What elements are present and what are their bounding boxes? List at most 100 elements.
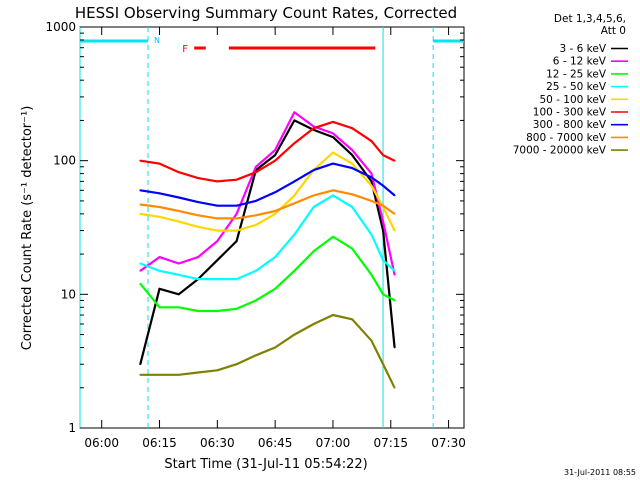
data-point <box>312 206 315 208</box>
data-point <box>393 346 396 349</box>
data-point <box>197 256 199 258</box>
data-point <box>393 212 396 215</box>
night-marker-label: N <box>154 36 160 45</box>
data-point <box>139 262 142 265</box>
data-point <box>254 354 257 357</box>
data-point <box>216 310 219 312</box>
data-point <box>312 323 315 325</box>
data-point <box>216 229 219 232</box>
data-point <box>393 194 396 197</box>
data-point <box>235 212 238 215</box>
data-point <box>370 180 373 183</box>
data-point <box>139 189 142 192</box>
data-point <box>177 210 180 212</box>
data-point <box>139 159 142 162</box>
x-tick-label: 07:15 <box>373 436 408 450</box>
legend-item-label: 3 - 6 keV <box>559 43 606 55</box>
plot-border <box>79 26 465 429</box>
data-point <box>216 217 219 220</box>
data-point <box>274 191 277 194</box>
data-point <box>393 159 396 162</box>
data-point <box>177 262 180 265</box>
data-point <box>393 386 396 389</box>
data-point <box>332 189 334 192</box>
data-point <box>139 363 142 366</box>
legend-item-label: 100 - 300 keV <box>533 107 607 119</box>
x-tick-label: 06:00 <box>84 436 119 450</box>
y-tick-label: 10 <box>61 287 76 301</box>
data-point <box>382 363 384 366</box>
data-point <box>351 154 354 157</box>
x-tick-label: 07:30 <box>431 436 466 450</box>
data-point <box>177 220 180 223</box>
data-point <box>312 169 315 172</box>
data-point <box>254 269 257 272</box>
data-point <box>197 177 199 180</box>
timestamp: 31-Jul-2011 08:55 <box>564 468 636 477</box>
data-point <box>274 149 277 151</box>
data-point <box>158 287 161 290</box>
data-point <box>158 373 161 376</box>
data-point <box>197 225 199 228</box>
data-point <box>158 306 161 309</box>
data-point <box>197 310 199 312</box>
data-point <box>216 369 219 372</box>
data-point <box>293 119 296 122</box>
legend-item-label: 50 - 100 keV <box>539 94 606 106</box>
data-point <box>351 162 354 165</box>
data-point <box>332 136 334 139</box>
data-point <box>274 256 277 258</box>
data-point <box>197 201 199 203</box>
data-point <box>351 247 354 250</box>
data-point <box>382 229 384 232</box>
data-point <box>312 250 315 253</box>
data-point <box>235 240 238 243</box>
data-point <box>139 373 142 376</box>
data-point <box>177 171 180 174</box>
y-tick-label: 1 <box>68 421 76 435</box>
data-point <box>370 140 373 143</box>
data-point <box>351 193 354 196</box>
data-point <box>139 212 142 215</box>
x-tick-label: 07:00 <box>316 436 351 450</box>
y-tick-label: 100 <box>53 154 76 168</box>
data-point <box>274 154 277 157</box>
data-point <box>332 151 334 154</box>
data-point <box>351 127 354 130</box>
data-point <box>274 210 277 212</box>
data-point <box>351 149 354 151</box>
data-point <box>312 194 315 197</box>
annotation-layer: NF <box>79 27 464 428</box>
data-point <box>216 240 219 243</box>
data-point <box>332 235 334 238</box>
data-point <box>254 165 257 168</box>
data-point <box>235 278 238 281</box>
data-point <box>370 176 373 179</box>
data-point <box>393 229 396 232</box>
data-point <box>158 206 161 208</box>
series-line-6-12-kev <box>139 111 396 276</box>
data-point <box>158 269 161 272</box>
data-point <box>274 346 277 349</box>
data-point <box>382 154 384 157</box>
data-point <box>293 142 296 145</box>
y-tick-label: 1000 <box>45 20 76 34</box>
data-point <box>293 180 296 183</box>
data-point <box>254 171 257 174</box>
data-point <box>158 162 161 165</box>
data-point <box>274 212 277 215</box>
data-point <box>197 371 199 374</box>
flare-marker-label: F <box>182 44 188 55</box>
data-point <box>312 127 315 130</box>
data-point <box>332 162 334 165</box>
data-point <box>382 204 384 207</box>
series-line-300-800-kev <box>140 162 396 207</box>
data-point <box>197 214 199 217</box>
data-point <box>351 206 354 208</box>
data-point <box>235 204 238 207</box>
data-point <box>254 224 257 226</box>
data-point <box>370 233 373 236</box>
data-point <box>177 306 180 309</box>
